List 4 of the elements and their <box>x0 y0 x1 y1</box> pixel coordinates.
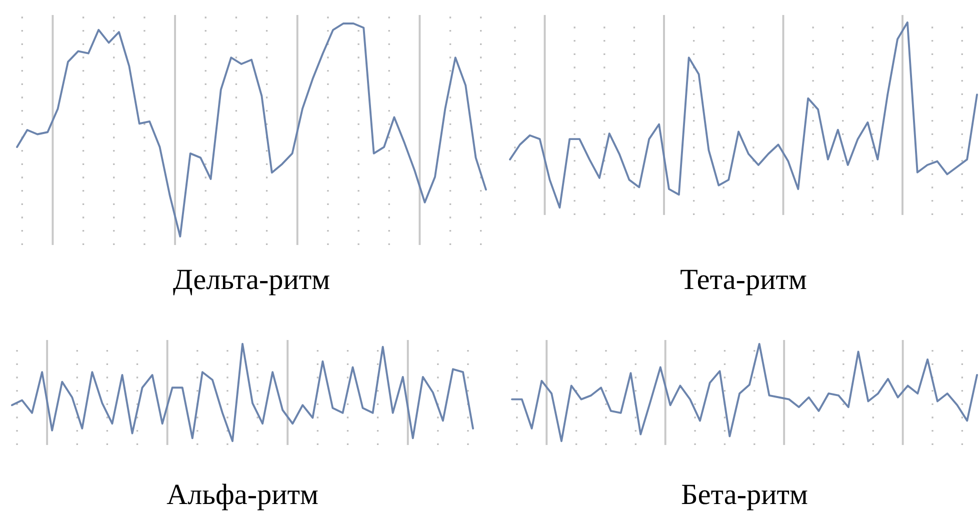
text: Тета-ритм <box>680 270 806 296</box>
text: Дельта-ритм <box>173 270 330 296</box>
text: Бета-ритм <box>682 484 808 510</box>
text: Альфа-ритм <box>166 484 318 510</box>
